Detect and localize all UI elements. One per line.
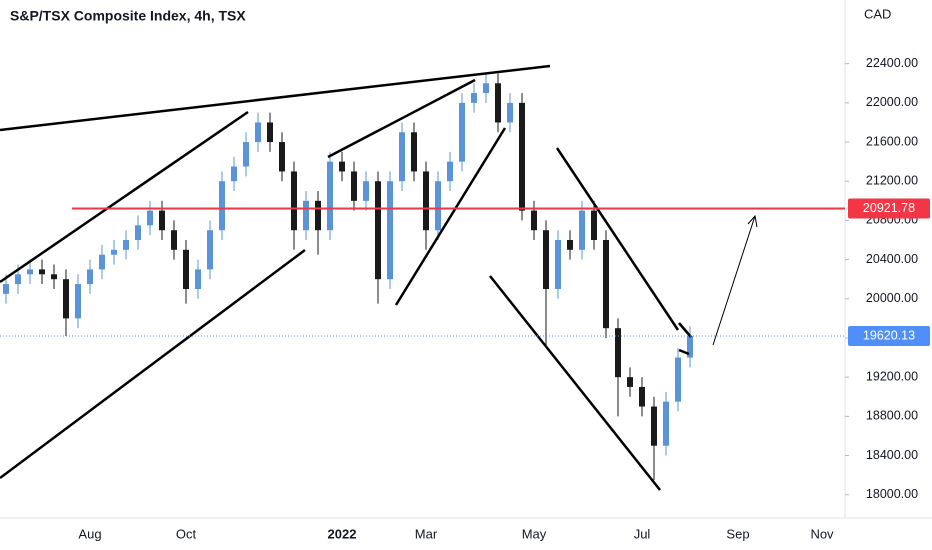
candle-body [687,336,693,358]
y-tick-label: 18400.00 [866,448,918,462]
trend-line [678,348,690,356]
y-tick-label: 19200.00 [866,369,918,383]
trend-line [0,110,249,284]
candle-body [579,210,585,250]
candle-body [603,240,609,329]
x-tick-label: Aug [78,526,101,541]
candle-body [303,200,309,231]
candle-body [447,161,453,182]
x-tick-label: Jul [634,526,651,541]
candle-body [483,83,489,94]
candle-body [567,240,573,250]
arrow-head [747,214,758,228]
candle-body [495,83,501,123]
candle-body [3,284,9,294]
candle-body [459,102,465,162]
candle-body [15,274,21,285]
arrow [712,214,758,346]
drawings [0,64,692,491]
candle-body [519,102,525,211]
candle-body [627,377,633,387]
candle-body [675,357,681,402]
candle-body [291,171,297,231]
y-tick-label: 22000.00 [866,95,918,109]
candle-body [531,210,537,231]
candles [3,73,693,481]
last-price-label: 19620.13 [863,328,915,342]
candle-body [27,269,33,275]
trend-line [555,147,680,331]
candle-body [231,166,237,182]
candle-body [75,284,81,319]
candle-body [243,142,249,167]
candle-body [135,225,141,241]
x-tick-label: Nov [810,526,834,541]
trend-line [394,127,507,306]
y-tick-label: 18800.00 [866,409,918,423]
trend-line [327,78,476,159]
y-tick-label: 21600.00 [866,134,918,148]
x-tick-label: Sep [726,526,749,541]
candle-body [159,210,165,231]
candle-body [651,406,657,446]
candle-body [267,122,273,143]
candle-body [315,200,321,231]
x-tick-label: Oct [176,526,197,541]
arrow-line [712,215,756,346]
candle-body [123,240,129,250]
candle-body [339,161,345,172]
candle-body [279,142,285,172]
candle-body [615,328,621,378]
trend-line [0,64,551,132]
candle-body [219,181,225,231]
x-tick-label: Mar [415,526,438,541]
candle-body [111,249,117,255]
candle-body [99,254,105,270]
y-tick-label: 21200.00 [866,174,918,188]
x-tick-label: 2022 [328,526,357,541]
candle-body [591,210,597,241]
candle-body [399,132,405,182]
y-tick-label: 20000.00 [866,291,918,305]
candle-body [255,122,261,143]
trend-line [0,248,306,480]
y-tick-label: 22400.00 [866,56,918,70]
trend-line [489,275,661,491]
trend-line [678,322,692,338]
y-tick-label: 20400.00 [866,252,918,266]
currency-label: CAD [864,6,891,21]
candle-body [375,181,381,280]
candle-body [555,240,561,289]
candle-body [411,132,417,172]
candle-body [423,171,429,231]
candle-body [195,269,201,289]
candle-body [351,171,357,201]
candle-body [663,401,669,446]
candle-body [435,181,441,231]
candle-body [147,210,153,226]
last-price-bg [848,326,930,347]
level-label-bg [848,198,930,219]
y-tick-label: 18000.00 [866,487,918,501]
candle-body [87,269,93,285]
candle-body [39,269,45,275]
chart-title: S&P/TSX Composite Index, 4h, TSX [10,8,246,24]
x-tick-label: May [522,526,547,541]
candle-body [207,230,213,270]
candle-body [639,386,645,407]
candle-body [183,249,189,289]
level-label: 20921.78 [863,201,915,215]
candle-body [171,230,177,250]
candle-body [327,161,333,231]
candle-body [507,102,513,123]
candle-body [51,274,57,280]
candle-body [387,181,393,280]
candle-body [543,230,549,289]
candle-body [63,279,69,319]
candle-body [363,181,369,201]
candle-body [471,93,477,103]
